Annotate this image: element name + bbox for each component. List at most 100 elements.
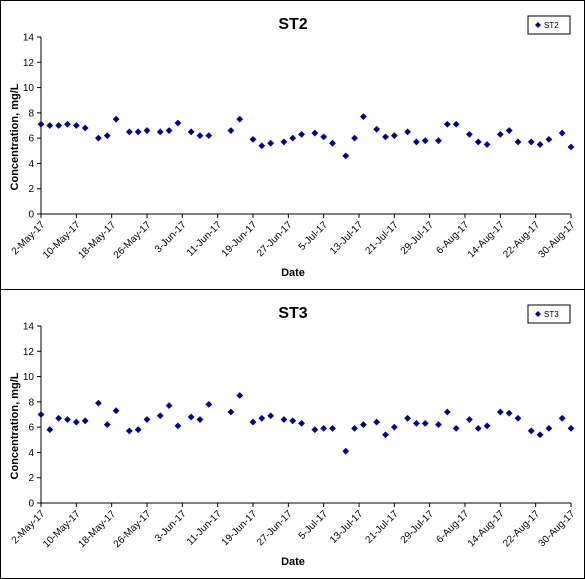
data-point [466,130,473,138]
legend-box [527,15,571,35]
data-point [249,136,257,143]
x-tick-label: 5-Jul-17 [297,219,331,253]
data-point [95,134,102,142]
x-tick-label: 13-Jul-17 [328,219,366,257]
data-point [37,411,45,418]
data-point [342,447,350,455]
chart-panel-st2: ST2 Date Concentration, mg/L 0 2 4 6 8 10 12 14… [0,0,585,290]
x-tick-label: 22-Aug-17 [501,508,542,549]
x-tick-label: 26-May-17 [112,508,154,550]
chart-panel-st3: ST3 Date Concentration, mg/L 0 2 4 6 8 10 12 14… [0,289,585,579]
data-point [390,132,398,140]
data-point [404,128,411,136]
data-point [351,425,358,432]
data-point [298,419,305,427]
y-tick-label: 12 [23,347,35,358]
data-point [187,413,195,421]
data-point [112,407,120,415]
data-point [435,137,442,145]
data-point-group [37,113,575,160]
data-point [505,409,513,417]
x-tick-label: 6-Aug-17 [434,508,471,545]
y-tick-label: 10 [23,83,35,94]
y-tick-label: 0 [28,499,34,510]
data-point [351,134,358,142]
data-point [311,426,319,434]
data-point-group [37,392,575,455]
x-tick-label: 11-Jun-17 [185,508,224,547]
data-point [452,425,460,432]
y-tick-label: 4 [28,448,34,459]
y-tick-group: 0 2 4 6 8 10 12 14 [23,33,41,221]
data-point [258,142,266,150]
data-point [55,122,63,129]
data-point [382,133,389,141]
x-tick-label: 3-Jun-17 [153,219,189,255]
x-tick-label: 27-Jun-17 [255,508,295,548]
x-axis-title: Date [281,556,305,568]
data-point [421,419,429,427]
y-tick-label: 2 [28,184,34,195]
data-point [360,113,367,121]
x-tick-label: 21-Jul-17 [363,219,401,257]
x-tick-label: 19-Jun-17 [220,219,260,259]
data-point [545,425,553,432]
y-tick-label: 6 [28,423,34,434]
data-point [342,152,350,160]
data-point [227,408,235,416]
legend-box [527,304,571,324]
x-tick-label: 5-Jul-17 [297,508,331,542]
x-tick-label: 14-Aug-17 [466,219,507,260]
data-point [165,402,173,410]
x-tick-label: 27-Jun-17 [255,219,295,259]
data-point [72,418,80,426]
y-tick-group: 0 2 4 6 8 10 12 14 [23,322,41,510]
data-point [474,138,482,146]
data-point [505,127,513,134]
data-point [227,127,235,134]
x-tick-label: 14-Aug-17 [466,508,507,549]
x-tick-label: 30-Aug-17 [537,219,578,260]
data-point [125,128,133,136]
data-point [143,416,151,423]
data-point [558,414,566,422]
x-tick-label: 21-Jul-17 [363,508,401,546]
data-point [103,132,111,140]
chart-svg-st2: ST2 Date Concentration, mg/L 0 2 4 6 8 10 12 14… [9,15,578,279]
chart-title: ST2 [278,16,307,33]
x-tick-label: 3-Jun-17 [153,508,189,544]
data-point [496,130,504,138]
data-point [474,425,482,432]
data-point [165,127,173,134]
data-point [536,141,544,148]
data-point [466,416,473,423]
legend-marker [535,311,541,317]
data-point [567,143,575,151]
y-tick-label: 6 [28,134,34,145]
data-point [360,421,367,429]
data-point [280,416,288,423]
data-point [443,120,451,128]
data-point [156,128,164,136]
data-point [46,426,54,434]
data-point [404,414,411,422]
data-point [496,408,504,416]
y-tick-label: 14 [23,322,35,333]
data-point [112,115,120,123]
x-tick-label: 29-Jul-17 [399,219,437,257]
data-point [536,431,544,439]
y-tick-label: 8 [28,397,34,408]
x-tick-label: 30-Aug-17 [537,508,578,549]
x-tick-label: 6-Aug-17 [434,219,471,256]
data-point [390,423,398,431]
data-point [280,138,288,146]
data-point [558,129,566,137]
x-tick-label: 11-Jun-17 [185,219,224,258]
legend: ST2 [527,15,571,35]
x-tick-label: 22-Aug-17 [501,219,542,260]
y-tick-label: 12 [23,58,35,69]
data-point [311,129,319,137]
data-point [134,128,142,136]
data-point [72,122,80,129]
y-tick-label: 0 [28,210,34,221]
